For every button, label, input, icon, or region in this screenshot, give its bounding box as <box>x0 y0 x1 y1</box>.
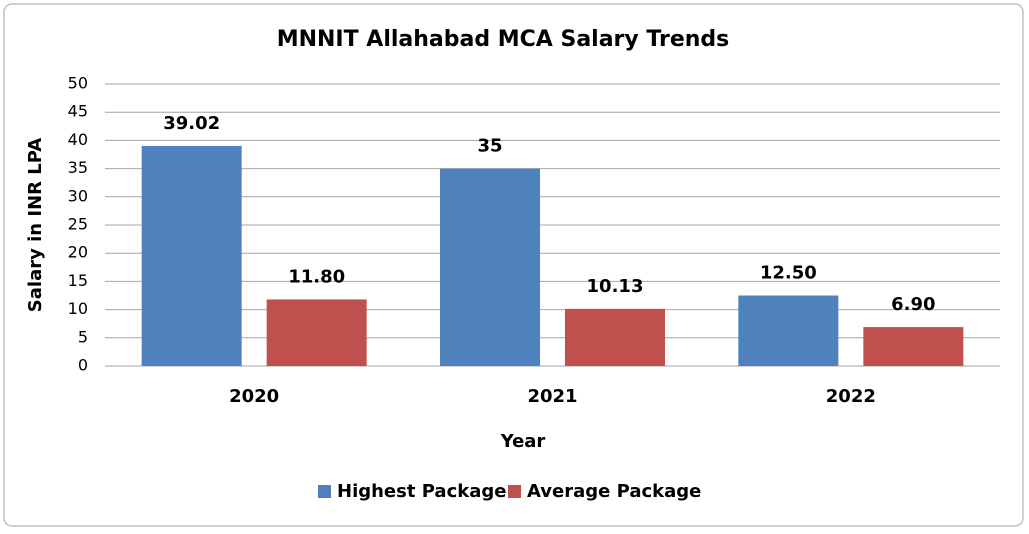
y-tick-label: 25 <box>68 215 88 234</box>
y-axis-label: Salary in INR LPA <box>25 138 46 312</box>
bar <box>440 168 540 366</box>
y-tick-label: 10 <box>68 299 88 318</box>
bar <box>738 295 839 366</box>
legend-swatch <box>318 485 331 498</box>
y-tick-label: 15 <box>68 271 88 290</box>
value-label: 39.02 <box>163 113 220 134</box>
x-axis-label: Year <box>500 431 546 452</box>
value-label: 12.50 <box>760 263 817 284</box>
legend-label: Highest Package <box>337 481 506 502</box>
x-tick-label: 2021 <box>527 386 577 407</box>
value-label: 11.80 <box>288 266 345 287</box>
bar <box>565 308 665 366</box>
value-label: 6.90 <box>891 294 935 315</box>
y-tick-label: 35 <box>68 158 88 177</box>
y-tick-label: 20 <box>68 243 88 262</box>
value-label: 10.13 <box>587 276 644 297</box>
y-tick-label: 0 <box>78 356 88 375</box>
legend-swatch <box>508 485 521 498</box>
legend-label: Average Package <box>527 481 701 502</box>
y-tick-label: 50 <box>68 74 88 93</box>
bar <box>863 327 964 366</box>
chart-title: MNNIT Allahabad MCA Salary Trends <box>277 27 730 52</box>
bar <box>266 299 367 366</box>
y-tick-label: 45 <box>68 102 88 121</box>
value-label: 35 <box>477 136 502 157</box>
y-tick-label: 5 <box>78 327 88 346</box>
x-tick-label: 2022 <box>826 386 876 407</box>
bar <box>141 145 242 366</box>
y-tick-label: 40 <box>68 130 88 149</box>
y-tick-label: 30 <box>68 186 88 205</box>
x-tick-label: 2020 <box>229 386 279 407</box>
